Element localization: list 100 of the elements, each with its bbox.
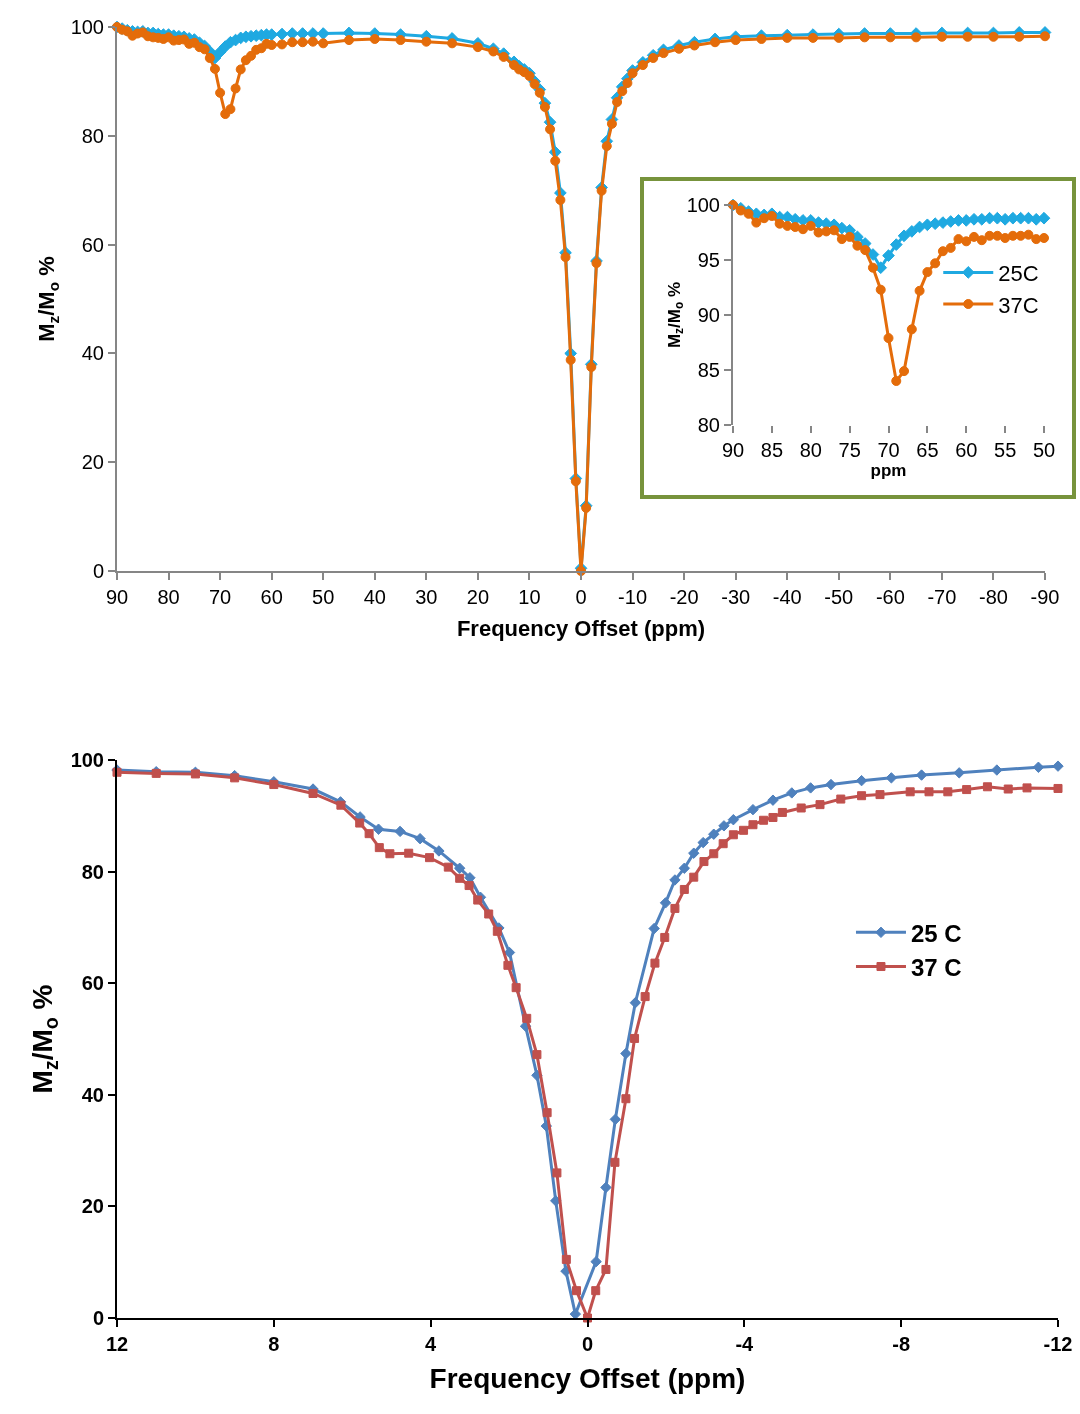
point [897,229,911,243]
point [860,245,871,256]
point [433,845,445,857]
x-tick-label: -10 [618,586,648,608]
x-tick-label: 55 [994,439,1017,461]
point [560,1265,572,1277]
y-tick-label: 85 [697,359,720,381]
point [899,366,910,377]
point [414,832,426,845]
point [659,897,672,909]
point [889,238,903,251]
x-axis-title: Frequency Offset (ppm) [429,1362,746,1394]
y-tick-label: 95 [697,249,720,271]
y-tick-label: 0 [92,1307,104,1329]
y-tick-label: 80 [81,860,104,883]
point [991,764,1003,776]
point [867,262,878,273]
x-tick-label: 80 [799,439,822,461]
point [930,258,941,269]
point [1037,211,1051,225]
y-tick-label: 100 [70,749,104,771]
x-tick-label: 60 [260,586,283,608]
point [883,333,894,344]
point [669,874,681,886]
x-tick-label: 40 [363,586,386,608]
y-tick-label: 40 [81,1083,104,1106]
point [697,836,709,849]
point [688,847,700,859]
point [882,249,895,262]
point [937,246,948,257]
x-tick-label: 50 [1032,439,1056,461]
legend-label: 37 C [910,953,962,981]
x-tick-label: -60 [875,586,905,608]
point [961,236,972,247]
y-tick-label: 20 [81,1195,104,1218]
x-tick-label: 60 [955,439,978,461]
x-axis-title: ppm [870,461,907,480]
point [1007,230,1018,241]
point [774,218,785,229]
point [648,922,660,935]
point [844,231,855,242]
x-tick-label: 30 [415,586,438,608]
point [875,284,886,295]
point [825,778,837,791]
point [804,782,817,794]
point [735,205,746,216]
point [1023,229,1034,240]
x-tick-label: 70 [208,586,232,608]
x-tick-label: 4 [425,1333,438,1355]
y-tick-label: 60 [81,233,104,256]
x-tick-label: -50 [824,586,854,608]
x-tick-label: -80 [978,586,1008,608]
point [590,1255,602,1268]
point [767,794,779,806]
point [708,828,720,840]
point [394,825,406,838]
x-tick-label: 12 [105,1333,129,1355]
legend-label: 37C [998,292,1039,318]
y-tick-label: 100 [70,16,104,38]
x-tick-label: 20 [466,586,490,608]
point [976,235,987,246]
x-tick-label: 0 [581,1333,594,1355]
x-tick-label: 10 [518,586,541,608]
point [905,225,919,238]
point [922,267,933,278]
y-tick-label: 80 [81,124,104,147]
x-tick-label: -4 [735,1333,755,1355]
x-tick-label: 0 [575,586,587,608]
x-tick-label: 85 [760,439,784,461]
point [992,230,1003,241]
x-tick-label: 8 [268,1333,280,1355]
y-tick-label: 90 [697,304,720,326]
point [969,231,980,242]
x-tick-label: 70 [877,439,900,461]
x-tick-label: -70 [927,586,957,608]
point [751,217,762,228]
point [1052,760,1064,772]
x-tick-label: 90 [721,439,745,461]
y-tick-label: 100 [686,194,720,216]
point [786,787,798,799]
point [372,823,385,835]
point [906,324,917,335]
y-tick-label: 40 [81,342,104,365]
x-tick-label: -40 [772,586,802,608]
legend-label: 25 C [910,919,962,947]
point [953,767,965,779]
point [805,220,816,231]
point [766,211,777,221]
y-tick-label: 60 [81,972,104,995]
y-tick-label: 0 [92,560,104,582]
x-tick-label: 75 [838,439,861,461]
point [797,224,808,235]
point [453,862,466,874]
point [945,242,956,253]
point [678,862,691,874]
point [1000,233,1011,243]
point [600,1181,612,1194]
point [914,285,925,296]
point [891,376,902,386]
y-tick-label: 80 [697,414,720,436]
